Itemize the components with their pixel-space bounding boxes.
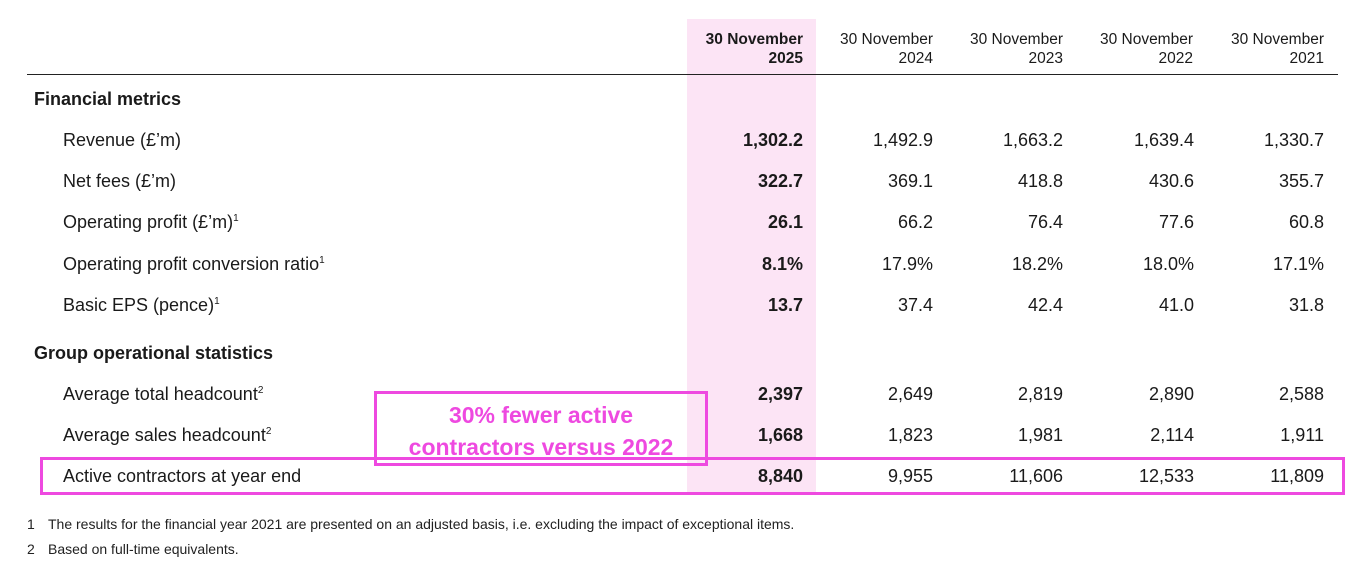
- table-cell: 18.0%: [1142, 254, 1194, 274]
- footnote-text: Based on full-time equivalents.: [48, 541, 239, 557]
- table-cell: 13.7: [767, 295, 803, 315]
- header-line2: 2025: [768, 50, 803, 67]
- section-group-operational-statistics: Group operational statistics: [34, 343, 274, 363]
- table-cell: 41.0: [1158, 295, 1194, 315]
- callout-line1: 30% fewer active: [448, 402, 634, 428]
- table-cell: 77.6: [1158, 212, 1194, 232]
- table-cell: 1,911: [1280, 425, 1324, 445]
- table-cell: 17.9%: [881, 254, 933, 274]
- table-cell: 1,492.9: [872, 130, 933, 150]
- header-line2: 2024: [898, 50, 933, 67]
- footnote-marker: 1: [233, 213, 239, 224]
- table-cell: 60.8: [1288, 212, 1324, 232]
- footnote-2: 2 Based on full-time equivalents.: [27, 541, 239, 557]
- table-cell: 322.7: [757, 171, 803, 191]
- table-cell: 1,823: [887, 425, 933, 445]
- table-cell: 1,302.2: [742, 130, 803, 150]
- table-cell: 26.1: [767, 212, 803, 232]
- table-cell: 66.2: [897, 212, 933, 232]
- footnote-marker: 2: [265, 426, 272, 437]
- header-line1: 30 November: [705, 31, 803, 48]
- row-label: Revenue (£’m): [63, 130, 181, 151]
- row-label: Operating profit conversion ratio1: [63, 254, 325, 275]
- column-header-2021: 30 November 2021: [1194, 30, 1324, 68]
- table-cell: 2,588: [1278, 384, 1324, 404]
- header-line2: 2023: [1028, 50, 1063, 67]
- row-label-text: Operating profit (£’m): [63, 212, 234, 232]
- header-line2: 2022: [1158, 50, 1193, 67]
- table-cell: 9,955: [887, 466, 933, 486]
- table-cell: 1,663.2: [1002, 130, 1063, 150]
- footnote-1: 1 The results for the financial year 2021…: [27, 516, 794, 532]
- row-label: Operating profit (£’m)1: [63, 212, 239, 233]
- header-line1: 30 November: [1230, 31, 1324, 48]
- table-cell: 2,819: [1017, 384, 1063, 404]
- table-cell: 12,533: [1138, 466, 1194, 486]
- footnote-number: 2: [27, 541, 35, 557]
- header-line2: 2021: [1289, 50, 1324, 67]
- table-cell: 1,639.4: [1133, 130, 1194, 150]
- table-cell: 1,330.7: [1263, 130, 1324, 150]
- row-label: Average sales headcount2: [63, 425, 271, 446]
- table-cell: 11,809: [1270, 466, 1324, 486]
- header-line1: 30 November: [1099, 31, 1193, 48]
- row-label-text: Revenue (£’m): [63, 130, 182, 150]
- column-header-2023: 30 November 2023: [933, 30, 1063, 68]
- row-label-text: Net fees (£’m): [63, 171, 177, 191]
- table-cell: 1,981: [1017, 425, 1063, 445]
- table-cell: 369.1: [887, 171, 933, 191]
- table-cell: 76.4: [1027, 212, 1063, 232]
- column-header-2022: 30 November 2022: [1063, 30, 1193, 68]
- table-cell: 37.4: [897, 295, 933, 315]
- annotation-callout: 30% fewer active contractors versus 2022: [374, 391, 708, 466]
- footnote-marker: 1: [319, 255, 325, 266]
- column-header-2024: 30 November 2024: [803, 30, 933, 68]
- row-label-text: Basic EPS (pence): [63, 295, 215, 315]
- row-label: Basic EPS (pence)1: [63, 295, 220, 316]
- table-cell: 2,890: [1148, 384, 1194, 404]
- header-line1: 30 November: [969, 31, 1063, 48]
- footnote-text: The results for the financial year 2021 …: [48, 516, 795, 532]
- table-cell: 17.1%: [1272, 254, 1324, 274]
- table-cell: 2,114: [1150, 425, 1194, 445]
- row-label-text: Average sales headcount: [63, 425, 266, 445]
- table-cell: 31.8: [1288, 295, 1324, 315]
- table-cell: 8,840: [757, 466, 803, 486]
- highlighted-column-2025: [687, 19, 816, 495]
- row-label-text: Operating profit conversion ratio: [63, 254, 320, 274]
- table-cell: 418.8: [1017, 171, 1063, 191]
- row-label: Active contractors at year end: [63, 466, 301, 487]
- highlight-box-active-contractors: [40, 457, 1345, 495]
- table-cell: 355.7: [1278, 171, 1324, 191]
- footnote-number: 1: [27, 516, 35, 532]
- table-cell: 1,668: [757, 425, 803, 445]
- table-cell: 2,649: [887, 384, 933, 404]
- table-cell: 430.6: [1148, 171, 1194, 191]
- footnote-marker: 2: [257, 385, 264, 396]
- row-label-text: Active contractors at year end: [63, 466, 302, 486]
- section-financial-metrics: Financial metrics: [34, 89, 182, 109]
- column-header-2025: 30 November 2025: [673, 30, 803, 68]
- header-line1: 30 November: [839, 31, 933, 48]
- table-cell: 2,397: [757, 384, 803, 404]
- callout-line2: contractors versus 2022: [408, 434, 674, 460]
- table-cell: 11,606: [1009, 466, 1063, 486]
- table-cell: 42.4: [1027, 295, 1063, 315]
- row-label: Average total headcount2: [63, 384, 263, 405]
- header-divider: [27, 74, 1338, 75]
- table-cell: 8.1%: [761, 254, 803, 274]
- row-label-text: Average total headcount: [63, 384, 258, 404]
- table-cell: 18.2%: [1011, 254, 1063, 274]
- footnote-marker: 1: [214, 296, 220, 307]
- row-label: Net fees (£’m): [63, 171, 176, 192]
